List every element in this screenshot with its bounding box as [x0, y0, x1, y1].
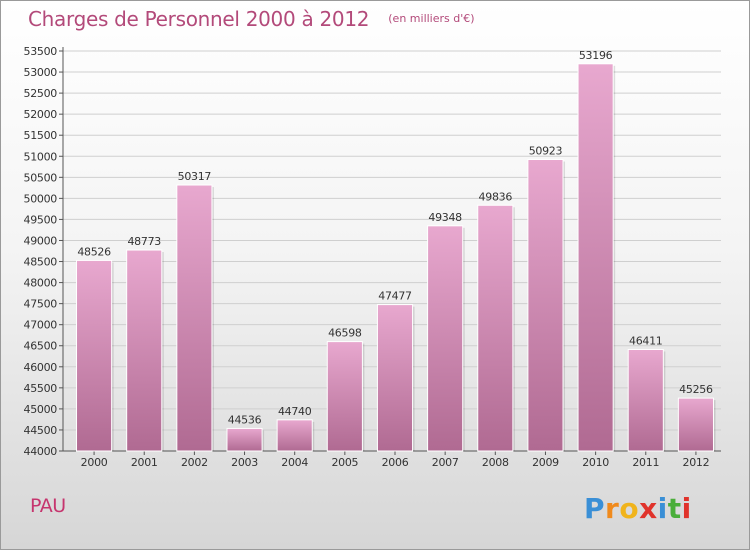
bar-value-label: 48526: [77, 245, 111, 258]
x-tick-label: 2011: [632, 456, 659, 469]
bar-value-label: 48773: [127, 235, 161, 248]
bar-value-label: 44740: [278, 405, 312, 418]
bar-value-label: 49836: [479, 190, 513, 203]
bar-value-label: 47477: [378, 290, 412, 303]
x-tick-label: 2012: [683, 456, 710, 469]
logo-text: Proxiti: [584, 492, 692, 525]
y-tick-label: 47000: [24, 319, 58, 332]
bar: [326, 341, 363, 452]
chart-subtitle: (en milliers d'€): [388, 12, 475, 25]
bar-value-label: 45256: [679, 383, 713, 396]
bar: [577, 63, 614, 452]
bar-value-label: 49348: [428, 211, 462, 224]
bar: [276, 419, 313, 452]
y-tick-label: 50500: [24, 171, 58, 184]
bars-layer: [76, 63, 716, 452]
x-tick-label: 2006: [382, 456, 409, 469]
bar: [226, 427, 263, 452]
y-tick-label: 52000: [24, 108, 58, 121]
x-tick-label: 2005: [331, 456, 358, 469]
y-tick-label: 47500: [24, 298, 58, 311]
y-tick-label: 53500: [24, 45, 58, 58]
x-tick-label: 2001: [131, 456, 158, 469]
y-tick-label: 52500: [24, 87, 58, 100]
bar-value-label: 44536: [228, 413, 262, 426]
bar-value-label: 50317: [178, 170, 212, 183]
bar: [477, 204, 514, 452]
bar: [627, 348, 664, 452]
x-tick-label: 2007: [432, 456, 459, 469]
y-tick-label: 46000: [24, 361, 58, 374]
bar-value-label: 46598: [328, 327, 362, 340]
bar-value-label: 46411: [629, 334, 663, 347]
y-tick-label: 48000: [24, 277, 58, 290]
y-tick-label: 45000: [24, 403, 58, 416]
y-tick-label: 50000: [24, 192, 58, 205]
title-row: Charges de Personnel 2000 à 2012 (en mil…: [28, 7, 475, 31]
bar: [376, 304, 414, 452]
bar: [76, 259, 113, 452]
x-tick-label: 2009: [532, 456, 559, 469]
y-tick-label: 46500: [24, 340, 58, 353]
bar: [176, 184, 213, 452]
bar: [126, 249, 163, 452]
y-tick-label: 44000: [24, 445, 58, 458]
x-tick-label: 2003: [231, 456, 258, 469]
bar-value-label: 53196: [579, 49, 613, 62]
y-tick-label: 49500: [24, 213, 58, 226]
x-tick-label: 2010: [582, 456, 609, 469]
y-tick-label: 49000: [24, 234, 58, 247]
y-tick-label: 48500: [24, 256, 58, 269]
bar: [677, 397, 714, 452]
y-tick-label: 51500: [24, 129, 58, 142]
y-tick-label: 45500: [24, 382, 58, 395]
x-tick-label: 2000: [81, 456, 108, 469]
labels-layer: 48526 48773 50317 44536 44740 46598 47477 49348…: [77, 49, 713, 427]
x-tick-label: 2004: [281, 456, 308, 469]
bar: [527, 159, 564, 452]
bar-value-label: 50923: [529, 145, 563, 158]
x-tick-label: 2002: [181, 456, 208, 469]
y-tick-label: 53000: [24, 66, 58, 79]
x-tick-label: 2008: [482, 456, 509, 469]
y-tick-label: 44500: [24, 424, 58, 437]
proxiti-logo[interactable]: Proxiti: [582, 488, 692, 528]
bar: [427, 225, 464, 452]
y-tick-label: 51000: [24, 150, 58, 163]
axis-layer: 44000 44500 45000 45500 46000 46500 47000 47500…: [24, 45, 721, 469]
chart-title: Charges de Personnel 2000 à 2012: [28, 7, 370, 31]
city-label: PAU: [30, 495, 66, 517]
